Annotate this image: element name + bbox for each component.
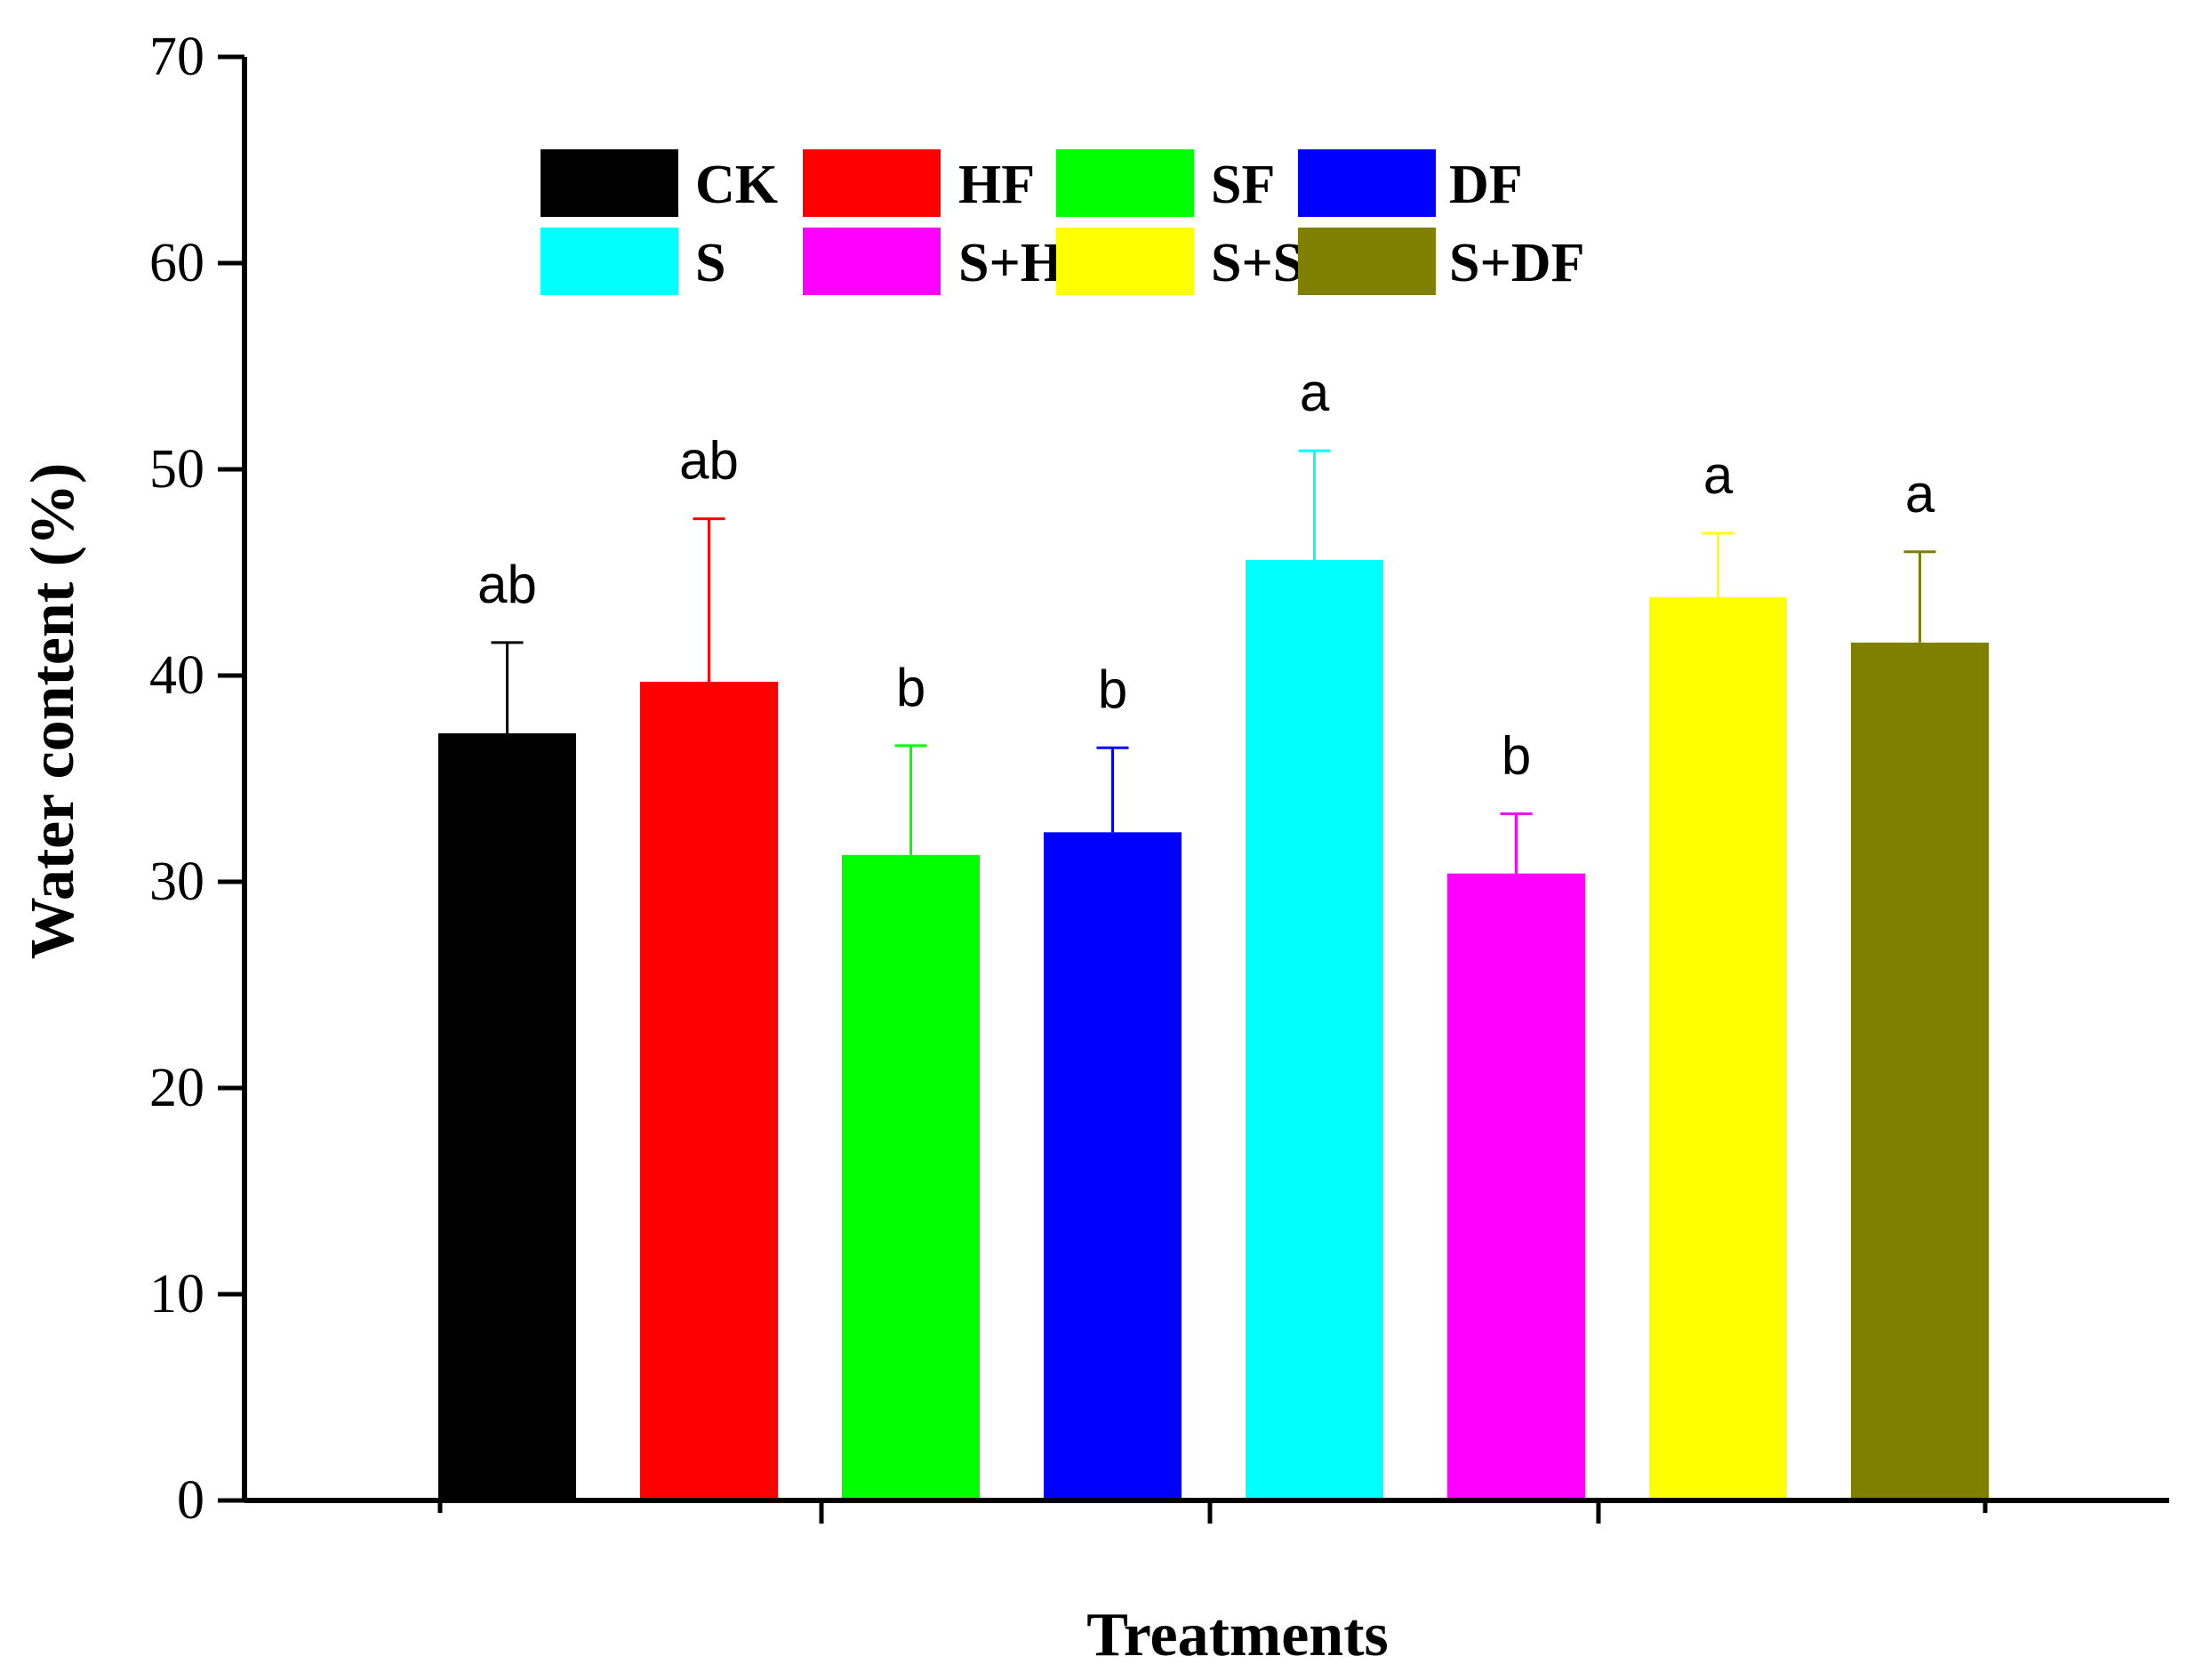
bar-s-df (1851, 642, 1989, 1500)
significance-label: b (896, 658, 925, 717)
legend-label: S+DF (1449, 233, 1584, 293)
x-axis-title: Treatments (1086, 1601, 1389, 1669)
significance-label: a (1703, 445, 1734, 505)
significance-label: ab (679, 431, 739, 491)
significance-label: ab (477, 555, 537, 614)
legend-swatch (1298, 228, 1436, 295)
y-tick-label: 20 (149, 1058, 204, 1118)
legend-swatch (541, 228, 678, 295)
bar-hf (640, 681, 778, 1500)
y-tick-label: 50 (149, 439, 204, 500)
bar-ck (438, 732, 576, 1500)
significance-label: a (1300, 363, 1330, 422)
legend-label: CK (695, 155, 778, 215)
bar-s (1246, 560, 1383, 1500)
significance-label: b (1098, 660, 1127, 719)
legend-swatch (1056, 228, 1194, 295)
bar-s-sf (1649, 596, 1787, 1500)
significance-label: a (1905, 464, 1935, 524)
x-ticks (437, 1500, 1988, 1524)
legend-swatch (803, 228, 941, 295)
y-ticks: 0 10 20 30 40 50 60 70 (149, 27, 244, 1531)
y-tick-label: 40 (149, 645, 204, 706)
bar-sf (842, 854, 980, 1500)
legend-swatch (1056, 149, 1194, 217)
y-tick-label: 10 (149, 1264, 204, 1324)
y-tick-label: 70 (149, 27, 204, 87)
legend-label: HF (958, 155, 1035, 215)
y-tick-label: 30 (149, 852, 204, 912)
bar-s-hf (1447, 873, 1585, 1500)
legend-label: DF (1449, 155, 1523, 215)
y-axis-title: Water content (%) (19, 463, 87, 960)
legend-label: S (695, 233, 725, 293)
legend-swatch (541, 149, 678, 217)
bar-df (1044, 832, 1182, 1500)
legend-label: SF (1211, 155, 1275, 215)
axes-layer (242, 57, 2169, 1503)
legend: CK HF SF DFS S+HF S+SF S+DF (541, 149, 1584, 295)
legend-swatch (803, 149, 941, 217)
y-tick-label: 60 (149, 233, 204, 293)
y-tick-label: 0 (177, 1470, 204, 1531)
legend-swatch (1298, 149, 1436, 217)
significance-label: b (1502, 725, 1531, 785)
